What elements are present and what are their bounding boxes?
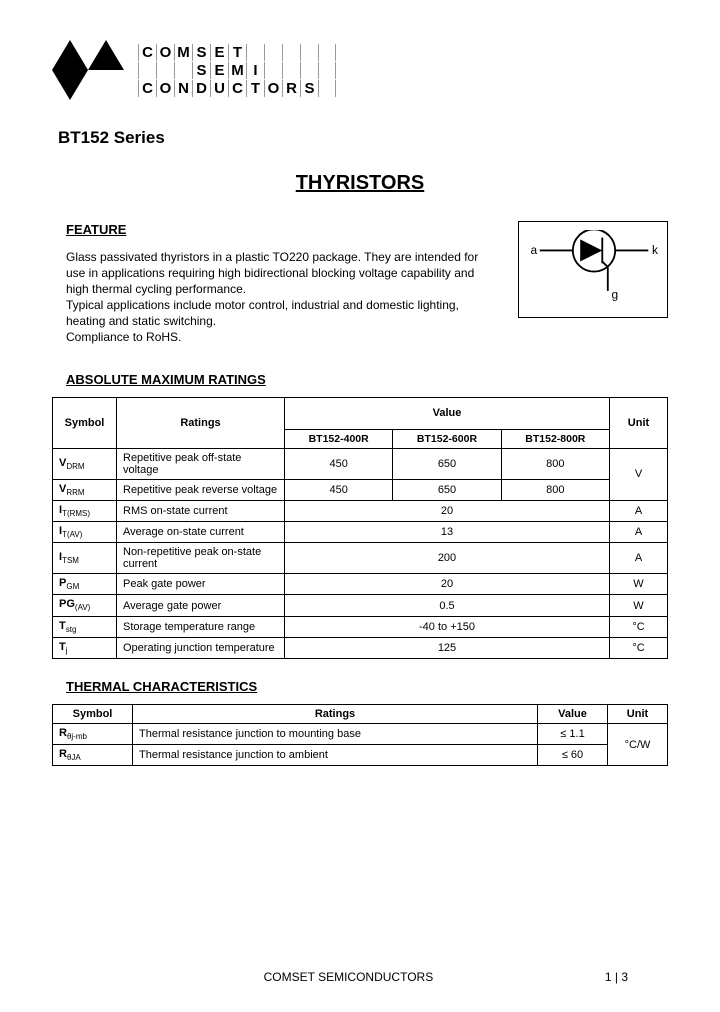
table-row: ITSMNon-repetitive peak on-state current… (53, 543, 668, 574)
therm-col-ratings: Ratings (133, 704, 538, 723)
table-row: IT(AV)Average on-state current13A (53, 522, 668, 543)
anode-label: a (531, 243, 538, 257)
document-title: THYRISTORS (52, 172, 668, 195)
table-row: RθJAThermal resistance junction to ambie… (53, 745, 668, 766)
cathode-label: k (652, 243, 658, 257)
footer-page-number: 1 | 3 (605, 970, 628, 984)
amr-subcol-2: BT152-800R (501, 429, 609, 448)
thyristor-symbol-diagram: a k g (518, 221, 668, 318)
logo-header: COMSET SEMI CONDUCTORS (52, 40, 668, 100)
table-row: Rθj-mbThermal resistance junction to mou… (53, 723, 668, 744)
amr-subcol-0: BT152-400R (285, 429, 393, 448)
feature-text-3: Compliance to RoHS. (66, 329, 496, 345)
table-row: TjOperating junction temperature125°C (53, 637, 668, 658)
gate-label: g (611, 287, 618, 301)
therm-col-unit: Unit (608, 704, 668, 723)
page-footer: COMSET SEMICONDUCTORS 1 | 3 (52, 970, 668, 984)
table-row: PGMPeak gate power20W (53, 574, 668, 595)
company-name: COMSET SEMI CONDUCTORS (138, 44, 336, 97)
amr-col-unit: Unit (610, 397, 668, 448)
amr-table: Symbol Ratings Value Unit BT152-400R BT1… (52, 397, 668, 659)
thermal-table: Symbol Ratings Value Unit Rθj-mbThermal … (52, 704, 668, 766)
therm-col-value: Value (538, 704, 608, 723)
series-title: BT152 Series (58, 128, 668, 148)
feature-heading: FEATURE (66, 221, 496, 239)
amr-col-ratings: Ratings (117, 397, 285, 448)
feature-section: FEATURE Glass passivated thyristors in a… (66, 221, 496, 346)
therm-col-symbol: Symbol (53, 704, 133, 723)
feature-text-2: Typical applications include motor contr… (66, 297, 496, 329)
table-row: VRRMRepetitive peak reverse voltage45065… (53, 479, 668, 500)
amr-col-value: Value (285, 397, 610, 429)
feature-text-1: Glass passivated thyristors in a plastic… (66, 249, 496, 298)
table-row: IT(RMS)RMS on-state current20A (53, 500, 668, 521)
thermal-heading: THERMAL CHARACTERISTICS (66, 679, 668, 694)
amr-heading: ABSOLUTE MAXIMUM RATINGS (66, 372, 668, 387)
table-row: PG(AV)Average gate power0.5W (53, 595, 668, 616)
footer-company: COMSET SEMICONDUCTORS (264, 970, 434, 984)
amr-col-symbol: Symbol (53, 397, 117, 448)
amr-subcol-1: BT152-600R (393, 429, 501, 448)
table-row: TstgStorage temperature range-40 to +150… (53, 616, 668, 637)
company-logo-icon (52, 40, 124, 100)
table-row: VDRMRepetitive peak off-state voltage450… (53, 448, 668, 479)
